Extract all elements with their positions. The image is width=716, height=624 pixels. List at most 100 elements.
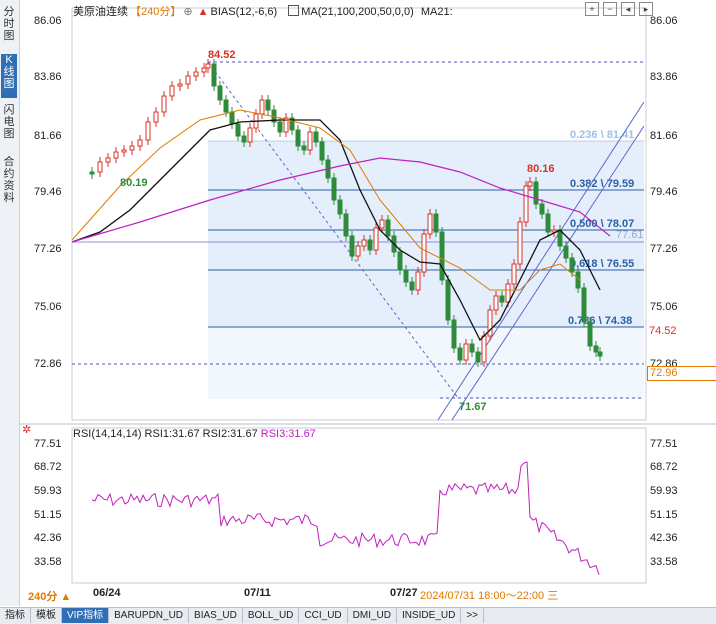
fib-zone-lower	[208, 327, 644, 399]
right-icon[interactable]: ▸	[639, 2, 653, 16]
x-axis-label: 06/24	[93, 587, 121, 599]
candle-body	[533, 181, 539, 205]
ma200-line	[71, 157, 611, 243]
rsi3-value: RSI3:31.67	[260, 428, 316, 440]
candle-body	[241, 135, 247, 143]
price-annotation: 84.52	[208, 49, 236, 61]
price-annotation: 80.16	[527, 163, 555, 175]
indicator-bias[interactable]: ▲ BIAS(12,-6,6)	[197, 6, 278, 18]
chart-canvas[interactable]: 0.236 \ 81.41 0.382 \ 79.59 0.500 \ 78.07 0…	[20, 0, 716, 606]
right-tick: 81.66	[650, 130, 678, 142]
sidebar-item-kline[interactable]: K线图	[1, 54, 17, 98]
candle-body	[235, 123, 241, 137]
minus-icon[interactable]: −	[603, 2, 617, 16]
rsi2-value: RSI2:31.67	[202, 428, 258, 440]
candle-body	[145, 121, 151, 141]
fib-label: 0.382 \ 79.59	[570, 178, 634, 190]
right-tick: 77.26	[650, 243, 678, 255]
candle-body	[563, 245, 569, 259]
tab-cci[interactable]: CCI_UD	[299, 608, 348, 623]
tab-boll[interactable]: BOLL_UD	[243, 608, 300, 623]
period-button[interactable]: 240分 ▲	[28, 591, 72, 603]
candle-body	[343, 213, 349, 237]
left-tick: 75.06	[34, 301, 62, 313]
candle-body	[177, 83, 183, 87]
rsi-title: RSI(14,14,14)	[73, 428, 142, 440]
candle-body	[295, 129, 301, 147]
candle-body	[259, 99, 265, 115]
candle-body	[373, 227, 379, 251]
candle-body	[355, 245, 361, 257]
rsi-left-tick: 77.51	[34, 438, 62, 450]
candle-body	[121, 149, 127, 153]
candle-body	[201, 67, 207, 73]
candle-body	[475, 351, 481, 363]
tab-bias[interactable]: BIAS_UD	[189, 608, 243, 623]
rsi-right-tick: 77.51	[650, 438, 678, 450]
candle-body	[367, 239, 373, 251]
candle-body	[247, 127, 253, 143]
sidebar-item-flash[interactable]: 闪电图	[3, 104, 15, 140]
candle-body	[385, 219, 391, 237]
rsi-right-tick: 33.58	[650, 556, 678, 568]
rsi1-value: RSI1:31.67	[144, 428, 200, 440]
sidebar-item-contract-info[interactable]: 合约资料	[3, 156, 15, 204]
right-tick: 75.06	[650, 301, 678, 313]
target-icon[interactable]: ✲	[22, 424, 32, 436]
x-axis-cursor-label: 2024/07/31 18:00～22:00 三	[420, 590, 559, 602]
candle-body	[569, 257, 575, 273]
candle-body	[223, 99, 229, 113]
left-icon[interactable]: ◂	[621, 2, 635, 16]
left-tick: 72.86	[34, 358, 62, 370]
refresh-icon[interactable]: ⊕	[183, 6, 193, 18]
candle-body	[597, 351, 603, 357]
red-price-tag: 74.52	[649, 325, 677, 337]
tab-vip-indicator[interactable]: VIP指标	[62, 608, 110, 623]
tab-barupdn[interactable]: BARUPDN_UD	[109, 608, 190, 623]
candle-body	[185, 75, 191, 85]
candle-body	[337, 199, 343, 215]
left-tick: 83.86	[34, 71, 62, 83]
candle-body	[129, 145, 135, 151]
trend-line	[451, 125, 645, 421]
plus-icon[interactable]: +	[585, 2, 599, 16]
period-label[interactable]: 【240分】	[130, 6, 182, 18]
ma21-line	[71, 119, 601, 342]
candle-body	[193, 71, 199, 77]
candle-body	[105, 157, 111, 163]
candle-body	[89, 171, 95, 175]
candle-body	[289, 117, 295, 131]
candle-body	[265, 99, 271, 111]
candle-body	[277, 121, 283, 133]
tab-inside[interactable]: INSIDE_UD	[397, 608, 462, 623]
tab-more[interactable]: >>	[461, 608, 485, 623]
candle-body	[517, 221, 523, 265]
candle-body	[463, 343, 469, 361]
toolbar: + − ◂ ▸	[581, 2, 653, 16]
candle-body	[153, 111, 159, 123]
indicator-ma[interactable]: MA(21,100,200,50,0,0)	[284, 5, 416, 18]
candle-body	[313, 131, 319, 143]
candle-body	[587, 321, 593, 347]
rsi-line	[91, 461, 600, 575]
candle-body	[539, 203, 545, 215]
price-annotation: 80.19	[120, 177, 148, 189]
candle-body	[445, 279, 451, 321]
arrow-up-icon: ▲	[197, 6, 209, 18]
indicator-ma21: MA21:	[420, 6, 453, 18]
main-panel-frame	[71, 7, 647, 421]
tab-indicator[interactable]: 指标	[0, 608, 31, 623]
candle-body	[319, 141, 325, 161]
fib-label: 0.618 \ 76.55	[570, 258, 634, 270]
candle-body	[469, 343, 475, 353]
candle-body	[499, 295, 505, 303]
sidebar-item-timeshare[interactable]: 分时图	[3, 6, 15, 42]
tab-template[interactable]: 模板	[31, 608, 62, 623]
candle-body	[97, 161, 103, 173]
candle-body	[511, 263, 517, 285]
chart-area[interactable]: 0.236 \ 81.41 0.382 \ 79.59 0.500 \ 78.07 0…	[20, 0, 716, 606]
right-tick: 83.86	[650, 71, 678, 83]
rsi-left-tick: 51.15	[34, 509, 62, 521]
tab-dmi[interactable]: DMI_UD	[348, 608, 397, 623]
candle-body	[211, 63, 217, 87]
